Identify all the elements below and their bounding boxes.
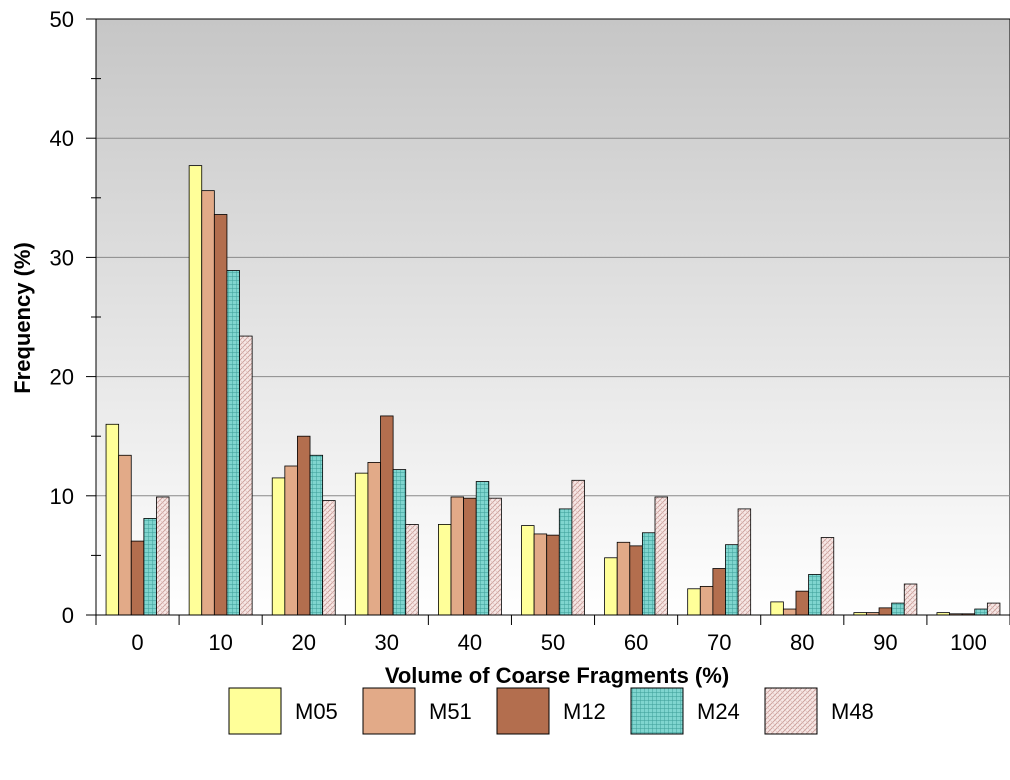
bar-M51-20	[284, 465, 298, 616]
bar-M24-0	[143, 518, 157, 616]
y-tick-label-20: 20	[50, 365, 74, 390]
x-tick-label-100: 100	[950, 630, 987, 655]
bar-M51-30	[367, 462, 381, 616]
legend-swatch-M51	[362, 687, 416, 735]
bar-M51-60	[616, 541, 631, 616]
x-tick-label-90: 90	[873, 630, 897, 655]
y-tick-label-10: 10	[50, 484, 74, 509]
bar-M05-20	[271, 477, 286, 616]
legend-swatch-M48	[764, 687, 818, 735]
bar-M24-10	[226, 270, 240, 616]
bar-M24-80	[808, 574, 822, 616]
y-tick-labels: 0 10 20 30 40 50	[50, 7, 74, 628]
legend: M05 M51 M12 M24 M48	[228, 687, 874, 735]
y-tick-label-30: 30	[50, 245, 74, 270]
bar-M12-0	[130, 540, 145, 616]
y-tick-label-0: 0	[62, 603, 74, 628]
bar-M12-60	[629, 545, 643, 616]
x-tick-label-0: 0	[131, 630, 143, 655]
bar-M48-40	[488, 497, 502, 616]
bar-M12-80	[795, 590, 809, 616]
legend-label-M48: M48	[831, 699, 874, 724]
legend-swatch-M24	[630, 687, 684, 735]
bar-M05-50	[521, 525, 535, 616]
y-tick-label-50: 50	[50, 7, 74, 32]
bar-M24-50	[558, 508, 573, 616]
legend-swatch-M05	[228, 687, 282, 735]
bar-M12-10	[213, 214, 228, 616]
bar-M24-20	[309, 454, 324, 616]
bar-M12-70	[712, 568, 726, 616]
x-tick-label-70: 70	[707, 630, 731, 655]
bar-M51-80	[782, 608, 797, 616]
bar-M05-30	[354, 472, 369, 616]
bar-M51-40	[450, 496, 465, 616]
x-tick-label-80: 80	[790, 630, 814, 655]
bar-M51-10	[201, 190, 215, 616]
bar-M12-40	[463, 497, 477, 616]
bar-M48-80	[820, 537, 835, 616]
x-tick-label-50: 50	[541, 630, 565, 655]
x-tick-label-20: 20	[291, 630, 315, 655]
bar-M24-30	[392, 469, 407, 616]
axes	[86, 18, 1010, 625]
bar-M48-0	[156, 496, 170, 616]
bar-M12-90	[878, 607, 893, 616]
bar-M51-50	[533, 533, 548, 616]
bar-M48-50	[571, 479, 585, 616]
y-axis-title: Frequency (%)	[10, 242, 35, 394]
bar-M12-50	[546, 534, 560, 616]
bar-M48-90	[903, 583, 918, 616]
bars	[105, 165, 1001, 616]
bar-M24-70	[725, 544, 739, 616]
bar-M05-40	[438, 524, 452, 616]
y-tick-label-40: 40	[50, 126, 74, 151]
x-tick-label-10: 10	[208, 630, 232, 655]
bar-M48-60	[654, 496, 668, 616]
legend-label-M24: M24	[697, 699, 740, 724]
bar-M48-20	[322, 500, 336, 616]
legend-label-M51: M51	[429, 699, 472, 724]
x-tick-label-40: 40	[458, 630, 482, 655]
legend-label-M12: M12	[563, 699, 606, 724]
bar-M12-30	[380, 415, 394, 616]
x-tick-labels: 0 10 20 30 40 50 60 70 80 90 100	[131, 630, 986, 655]
bar-M05-60	[604, 557, 618, 616]
bar-M12-20	[297, 435, 311, 616]
x-axis-title: Volume of Coarse Fragments (%)	[385, 663, 729, 688]
bar-M05-0	[105, 423, 120, 616]
bar-M24-40	[475, 481, 490, 616]
bar-M05-10	[188, 165, 203, 616]
legend-swatch-M12	[496, 687, 550, 735]
bar-M05-80	[770, 601, 784, 616]
bar-M51-0	[118, 454, 132, 616]
bar-M48-70	[737, 508, 752, 616]
bar-M05-70	[687, 588, 701, 616]
bar-M48-10	[239, 335, 253, 616]
bar-M48-30	[405, 524, 419, 616]
x-tick-label-60: 60	[624, 630, 648, 655]
bar-M24-60	[641, 532, 656, 616]
bar-M24-90	[891, 602, 905, 616]
bar-M51-70	[699, 585, 714, 616]
legend-label-M05: M05	[295, 699, 338, 724]
bar-M48-100	[986, 602, 1001, 616]
bar-M24-100	[974, 608, 988, 616]
x-tick-label-30: 30	[375, 630, 399, 655]
